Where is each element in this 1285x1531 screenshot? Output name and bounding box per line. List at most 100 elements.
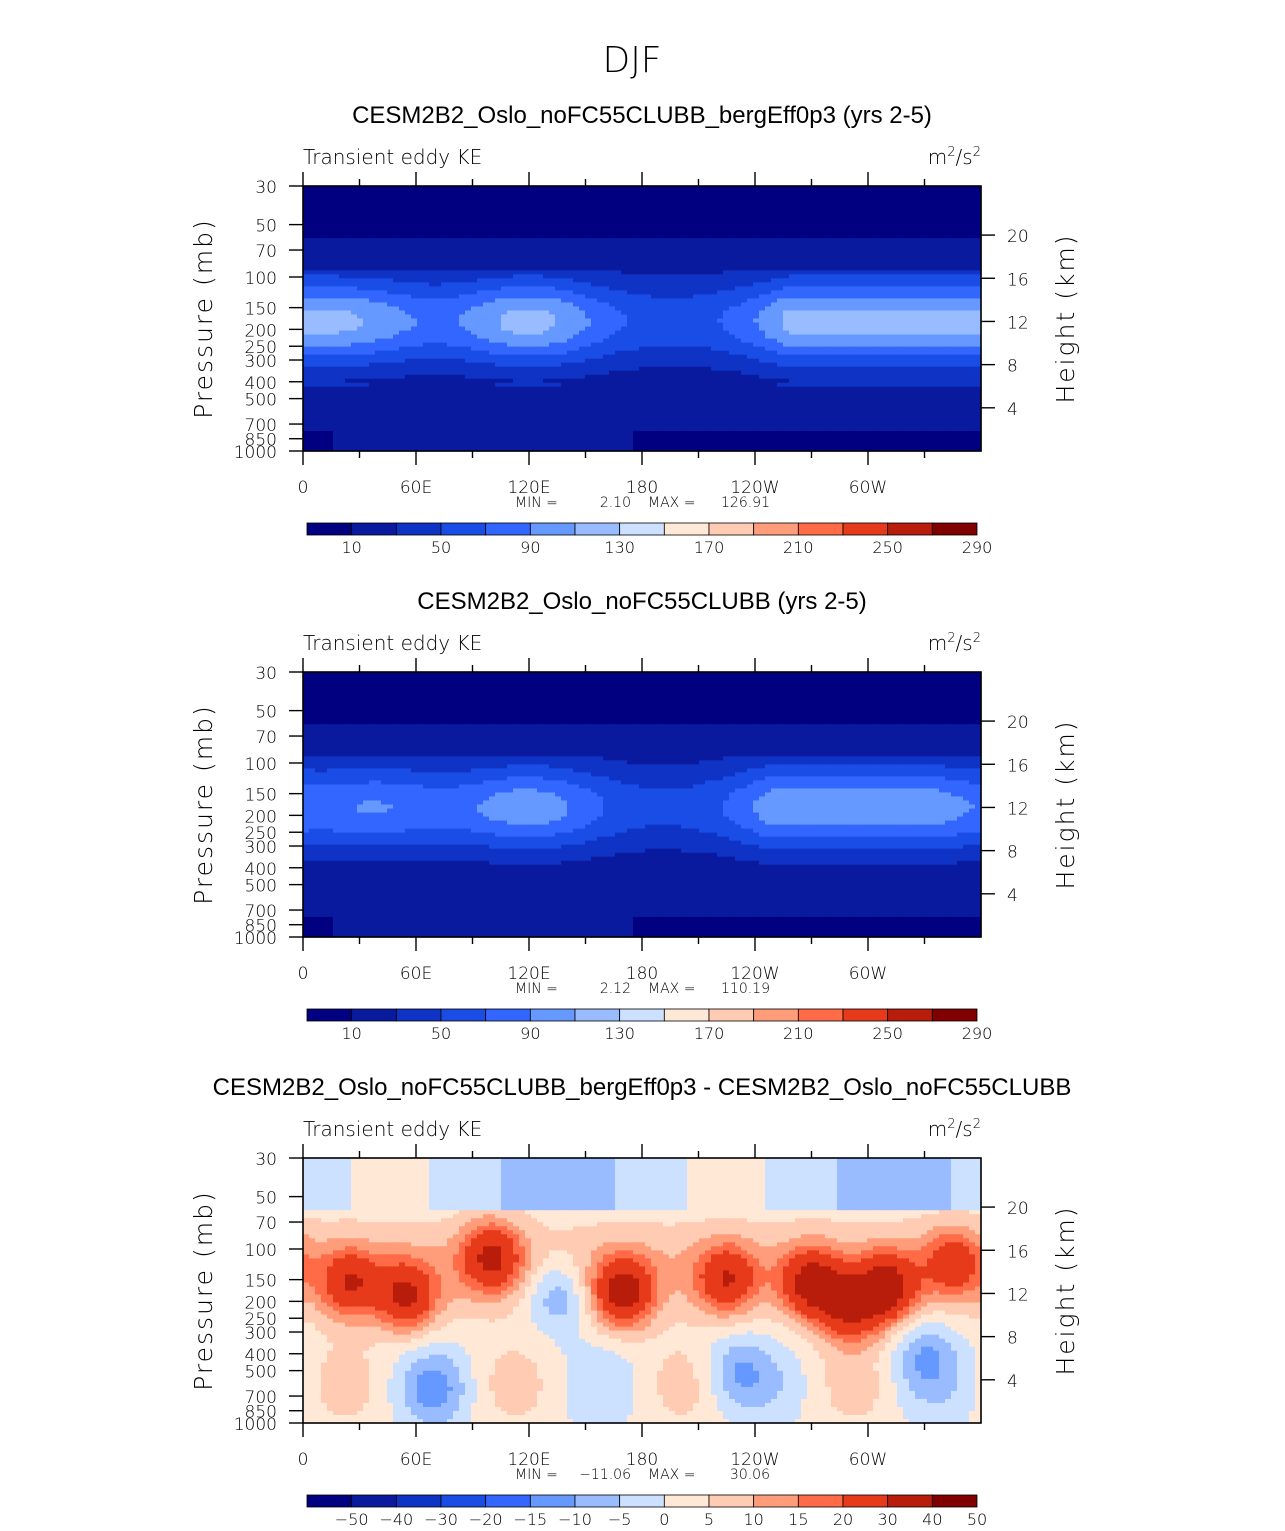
heatmap-cell xyxy=(603,190,610,195)
heatmap-cell xyxy=(777,202,784,207)
heatmap-cell xyxy=(633,238,640,243)
heatmap-cell xyxy=(471,210,478,215)
heatmap-cell xyxy=(411,250,418,255)
heatmap-cell xyxy=(969,210,976,215)
heatmap-cell xyxy=(531,210,538,215)
heatmap-cell xyxy=(891,214,898,219)
heatmap-cell xyxy=(405,258,412,263)
heatmap-cell xyxy=(795,218,802,223)
heatmap-cell xyxy=(801,242,808,247)
heatmap-cell xyxy=(573,226,580,231)
heatmap-cell xyxy=(327,206,334,211)
heatmap-cell xyxy=(789,194,796,199)
heatmap-cell xyxy=(489,206,496,211)
heatmap-cell xyxy=(303,246,310,251)
heatmap-cell xyxy=(957,242,964,247)
heatmap-cell xyxy=(711,222,718,227)
heatmap-cell xyxy=(585,250,592,255)
heatmap-cell xyxy=(513,210,520,215)
heatmap-cell xyxy=(621,190,628,195)
heatmap-cell xyxy=(543,258,550,263)
heatmap-cell xyxy=(795,222,802,227)
heatmap-cell xyxy=(903,226,910,231)
heatmap-cell xyxy=(873,254,880,259)
heatmap-cell xyxy=(357,254,364,259)
heatmap-cell xyxy=(657,194,664,199)
heatmap-cell xyxy=(741,230,748,235)
heatmap-cell xyxy=(933,246,940,251)
heatmap-cell xyxy=(849,222,856,227)
heatmap-cell xyxy=(363,238,370,243)
heatmap-cell xyxy=(843,230,850,235)
heatmap-cell xyxy=(723,226,730,231)
heatmap-cell xyxy=(357,190,364,195)
heatmap-cell xyxy=(561,226,568,231)
heatmap-cell xyxy=(723,218,730,223)
heatmap-cell xyxy=(843,218,850,223)
heatmap-cell xyxy=(705,242,712,247)
heatmap-cell xyxy=(777,234,784,239)
heatmap-cell xyxy=(669,230,676,235)
heatmap-cell xyxy=(747,194,754,199)
heatmap-cell xyxy=(597,206,604,211)
heatmap-cell xyxy=(411,210,418,215)
heatmap-cell xyxy=(363,206,370,211)
heatmap-cell xyxy=(837,198,844,203)
heatmap-cell xyxy=(699,246,706,251)
heatmap-cell xyxy=(609,206,616,211)
heatmap-cell xyxy=(951,238,958,243)
heatmap-cell xyxy=(495,194,502,199)
heatmap-cell xyxy=(921,202,928,207)
heatmap-cell xyxy=(345,202,352,207)
heatmap-cell xyxy=(753,250,760,255)
heatmap-cell xyxy=(375,210,382,215)
heatmap-cell xyxy=(699,250,706,255)
heatmap-cell xyxy=(555,198,562,203)
heatmap-cell xyxy=(675,214,682,219)
heatmap-cell xyxy=(447,254,454,259)
heatmap-cell xyxy=(801,222,808,227)
heatmap-cell xyxy=(477,230,484,235)
heatmap-cell xyxy=(939,190,946,195)
heatmap-cell xyxy=(483,190,490,195)
heatmap-cell xyxy=(867,214,874,219)
heatmap-cell xyxy=(705,206,712,211)
heatmap-cell xyxy=(303,238,310,243)
heatmap-cell xyxy=(627,190,634,195)
heatmap-cell xyxy=(669,254,676,259)
heatmap-cell xyxy=(657,218,664,223)
heatmap-cell xyxy=(411,206,418,211)
heatmap-cell xyxy=(831,214,838,219)
heatmap-cell xyxy=(621,238,628,243)
heatmap-cell xyxy=(945,214,952,219)
heatmap-cell xyxy=(549,198,556,203)
heatmap-cell xyxy=(483,206,490,211)
heatmap-cell xyxy=(675,194,682,199)
heatmap-cell xyxy=(681,242,688,247)
heatmap-cell xyxy=(855,254,862,259)
heatmap-cell xyxy=(513,222,520,227)
heatmap-cell xyxy=(309,194,316,199)
heatmap-cell xyxy=(633,230,640,235)
heatmap-cell xyxy=(939,250,946,255)
heatmap-cell xyxy=(849,194,856,199)
heatmap-cell xyxy=(423,214,430,219)
heatmap-cell xyxy=(369,242,376,247)
heatmap-cell xyxy=(687,226,694,231)
heatmap-cell xyxy=(687,214,694,219)
heatmap-cell xyxy=(849,198,856,203)
heatmap-cell xyxy=(321,226,328,231)
heatmap-cell xyxy=(957,222,964,227)
heatmap-cell xyxy=(639,250,646,255)
heatmap-cell xyxy=(561,238,568,243)
heatmap-cell xyxy=(861,254,868,259)
heatmap-cell xyxy=(321,222,328,227)
heatmap-cell xyxy=(921,222,928,227)
heatmap-cell xyxy=(531,222,538,227)
heatmap-cell xyxy=(459,254,466,259)
heatmap-cell xyxy=(483,250,490,255)
heatmap-cell xyxy=(939,246,946,251)
heatmap-cell xyxy=(855,246,862,251)
heatmap-cell xyxy=(861,214,868,219)
heatmap-cell xyxy=(441,194,448,199)
